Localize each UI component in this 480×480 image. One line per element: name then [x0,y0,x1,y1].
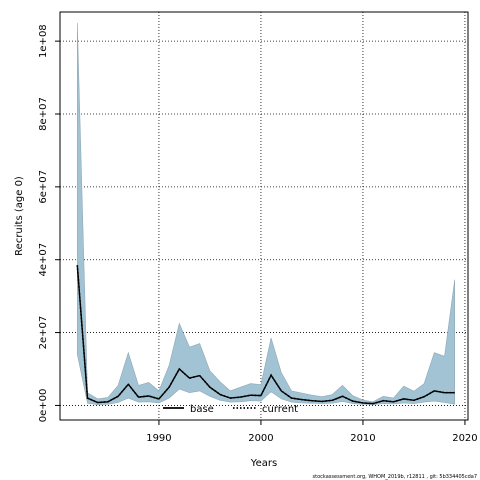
y-tick-label: 0e+00 [38,389,49,423]
y-tick-label: 2e+07 [38,316,49,350]
x-tick-label: 2020 [452,433,477,444]
y-axis-title: Recruits (age 0) [14,176,25,256]
confidence-band [77,22,455,406]
x-tick-label: 2010 [350,433,375,444]
x-tick-label: 2000 [248,433,273,444]
y-tick-label: 8e+07 [38,97,49,131]
legend: base current [163,404,298,415]
legend-label-base: base [190,404,214,415]
x-tick-label: 1990 [146,433,171,444]
plot-frame [59,11,469,421]
y-tick-label: 4e+07 [38,243,49,277]
series-line-current [76,265,455,405]
y-axis: 0e+00 2e+07 4e+07 6e+07 8e+07 1e+08 [38,24,60,422]
y-tick-label: 6e+07 [38,170,49,204]
y-tick-label: 1e+08 [38,24,49,58]
footnote: stockassessment.org, WHOM_2019b, r12811 … [313,474,477,480]
grid-lines [60,12,468,420]
legend-label-current: current [262,404,298,415]
x-axis: 1990 2000 2010 2020 [146,420,478,444]
x-axis-title: Years [250,458,277,469]
